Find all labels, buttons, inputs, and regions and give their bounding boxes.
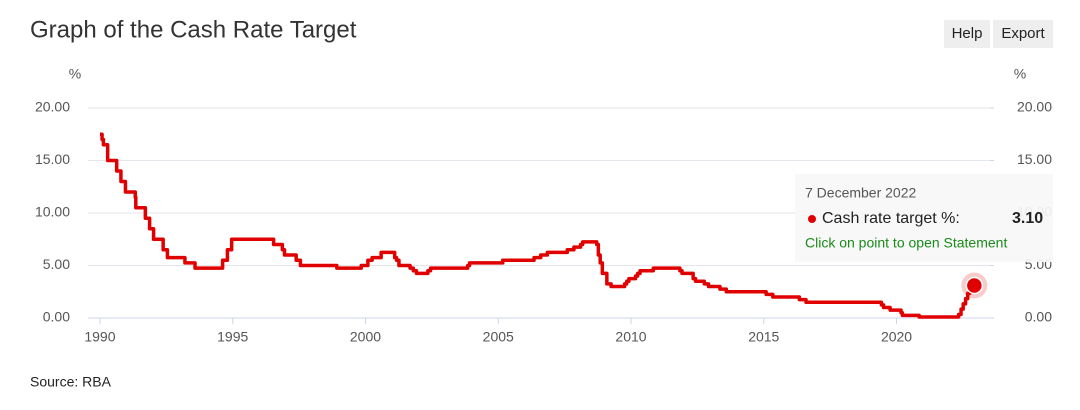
tooltip-dot	[808, 215, 816, 223]
export-button[interactable]: Export	[993, 20, 1053, 48]
x-tick-label: 2015	[748, 329, 779, 345]
button-bg[interactable]	[944, 20, 990, 48]
y2-unit: %	[1014, 66, 1026, 82]
button-bg[interactable]	[993, 20, 1053, 48]
tooltip-series: Cash rate target %:	[822, 210, 960, 227]
tooltip-value: 3.10	[1012, 210, 1043, 227]
x-tick-label: 2020	[881, 329, 912, 345]
plot	[99, 132, 988, 319]
tooltip-note: Click on point to open Statement	[805, 235, 1007, 251]
y-tick-label: 0.00	[43, 309, 70, 325]
help-button[interactable]: Help	[944, 20, 990, 48]
tooltip-bg	[795, 174, 1053, 262]
y2-tick-label: 15.00	[1017, 151, 1052, 167]
point[interactable]	[965, 276, 984, 295]
button-label[interactable]: Export	[1001, 25, 1045, 42]
source: Source: RBA	[30, 374, 112, 390]
y-tick-label: 15.00	[35, 151, 70, 167]
grid: 0.005.0010.0015.0020.000.005.0010.0015.0…	[35, 99, 1052, 345]
line	[99, 132, 977, 319]
y-unit: %	[69, 66, 81, 82]
button-label[interactable]: Help	[952, 25, 983, 42]
tooltip: 7 December 2022 Cash rate target %: 3.10…	[795, 174, 1053, 262]
x-tick-label: 2005	[483, 329, 514, 345]
tooltip-date: 7 December 2022	[805, 185, 917, 201]
x-tick-label: 2000	[350, 329, 381, 345]
x-tick-label: 2010	[615, 329, 646, 345]
y2-tick-label: 20.00	[1017, 99, 1052, 115]
chart-title: Graph of the Cash Rate Target	[30, 16, 357, 43]
y2-tick-label: 0.00	[1025, 309, 1052, 325]
x-tick-label: 1995	[217, 329, 248, 345]
y-tick-label: 20.00	[35, 99, 70, 115]
x-tick-label: 1990	[84, 329, 115, 345]
y-tick-label: 5.00	[43, 256, 70, 272]
y-tick-label: 10.00	[35, 204, 70, 220]
